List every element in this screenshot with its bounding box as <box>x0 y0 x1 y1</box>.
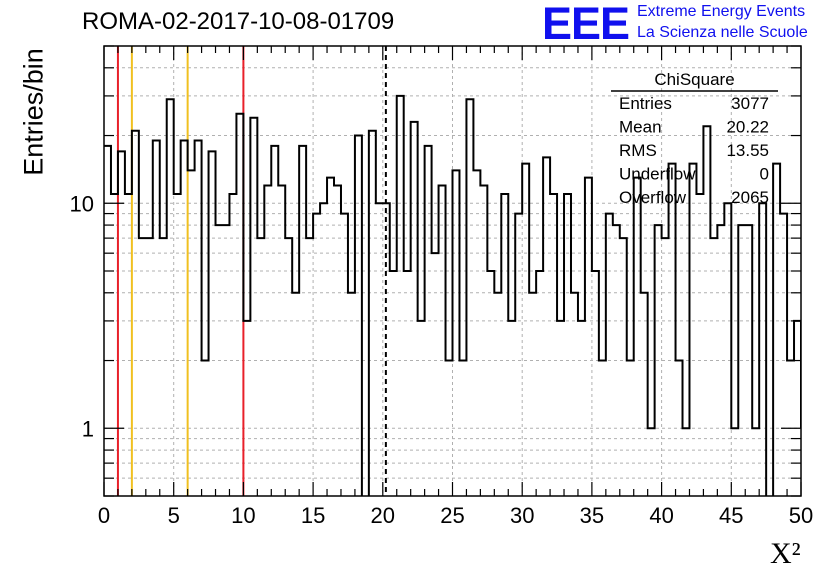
x-axis-label: X² <box>770 537 801 570</box>
stats-box-title: ChiSquare <box>654 70 734 89</box>
stats-row-label: Underflow <box>619 165 696 184</box>
y-tick-label: 10 <box>70 191 94 216</box>
x-tick-label: 0 <box>98 503 110 528</box>
x-tick-label: 35 <box>580 503 604 528</box>
tick-labels: 0 5 10 15 20 25 30 35 40 45 50 1 10 <box>70 191 814 528</box>
x-tick-label: 20 <box>371 503 395 528</box>
histogram-series <box>104 94 801 496</box>
stats-row-label: RMS <box>619 141 657 160</box>
chart-title: ROMA-02-2017-10-08-01709 <box>82 8 395 35</box>
x-tick-label: 45 <box>719 503 743 528</box>
stats-row-label: Overflow <box>619 188 687 207</box>
org-name-line1: Extreme Energy Events <box>637 3 806 20</box>
eee-logo: EEE <box>542 0 630 49</box>
axis-ticks <box>103 45 802 497</box>
y-tick-label: 1 <box>82 416 94 441</box>
stats-row-value: 13.55 <box>726 141 769 160</box>
stats-row-value: 3077 <box>731 94 769 113</box>
x-tick-label: 50 <box>789 503 813 528</box>
stats-row-value: 0 <box>760 165 769 184</box>
x-tick-label: 5 <box>168 503 180 528</box>
stats-row-value: 20.22 <box>726 118 769 137</box>
x-tick-label: 40 <box>649 503 673 528</box>
org-name-line2: La Scienza nelle Scuole <box>637 24 808 41</box>
x-tick-label: 15 <box>301 503 325 528</box>
stats-row-value: 2065 <box>731 188 769 207</box>
stats-row-label: Mean <box>619 118 662 137</box>
x-tick-label: 25 <box>440 503 464 528</box>
x-tick-label: 10 <box>231 503 255 528</box>
stats-box: ChiSquare Entries 3077 Mean 20.22 RMS 13.55 Und… <box>611 70 778 207</box>
stats-row-label: Entries <box>619 94 672 113</box>
x-tick-label: 30 <box>510 503 534 528</box>
